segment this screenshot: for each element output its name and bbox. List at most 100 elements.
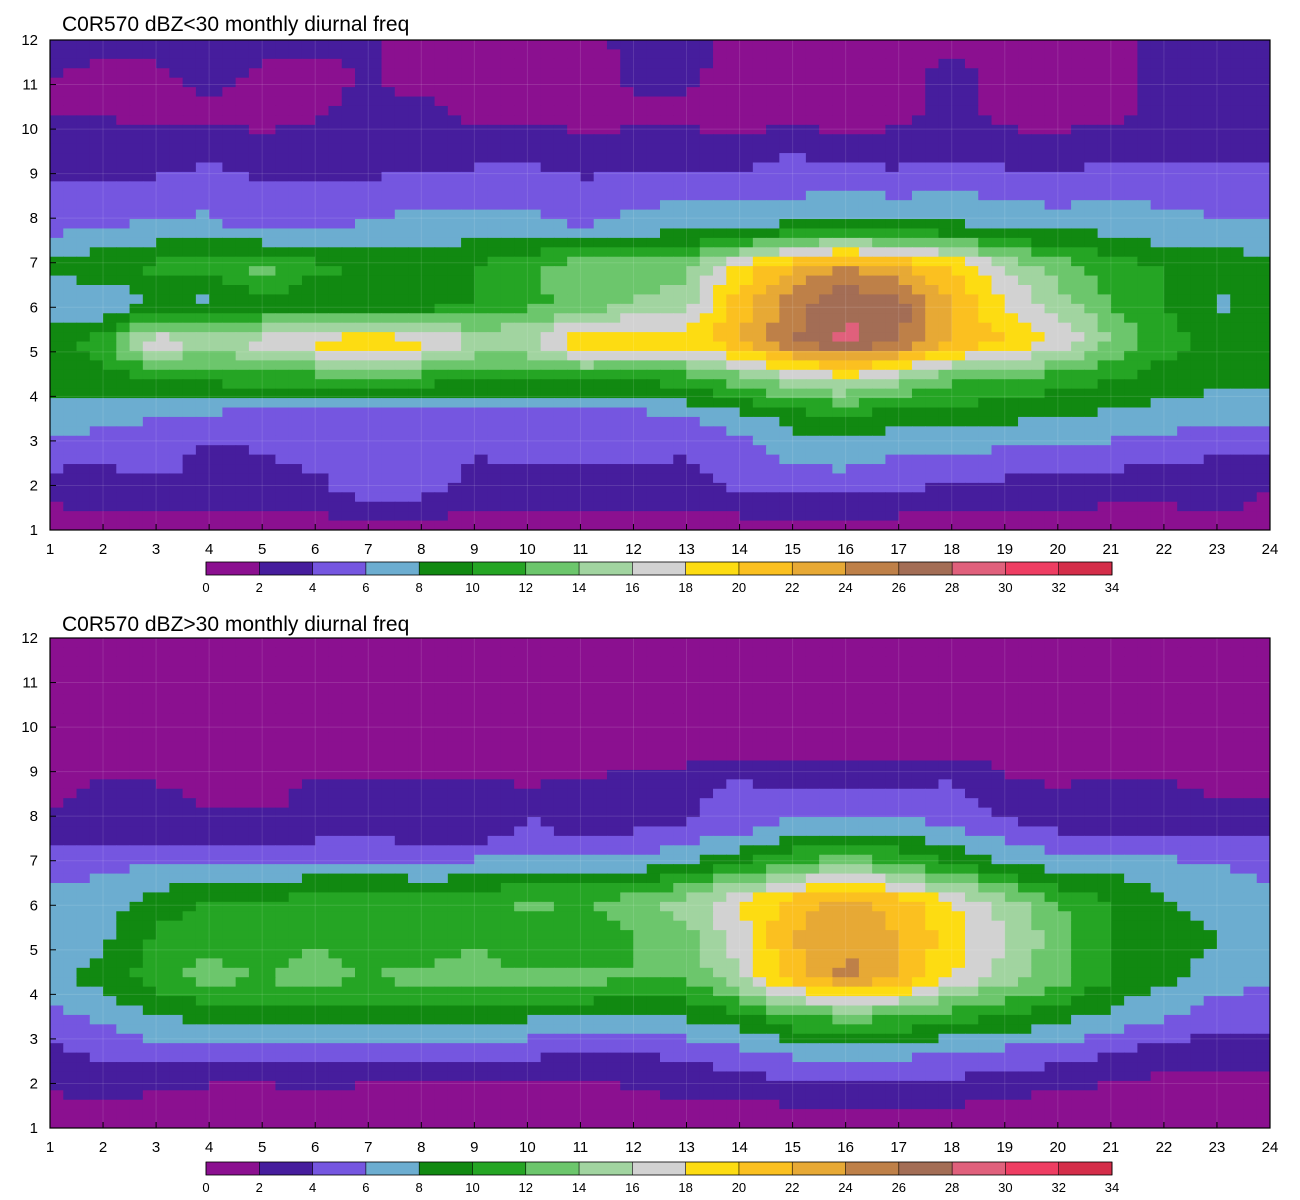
- colorbar-swatch: [1058, 1162, 1113, 1175]
- x-tick-label: 6: [311, 541, 319, 558]
- chart-title: C0R570 dBZ<30 monthly diurnal freq: [62, 13, 409, 36]
- x-tick-label: 6: [311, 1139, 319, 1156]
- y-tick-label: 2: [30, 1075, 38, 1092]
- x-tick-label: 8: [417, 1139, 425, 1156]
- colorbar-swatch: [579, 562, 633, 575]
- colorbar-tick-label: 24: [838, 580, 852, 595]
- x-axis: 1 2 3 4 5 6 7 8 9 10 11 12 13 14 15 16 17 18 19 20 21 22 23 24: [46, 524, 1279, 558]
- x-tick-label: 3: [152, 1139, 160, 1156]
- colorbar-swatch: [845, 1162, 900, 1175]
- colorbar-swatch: [312, 1162, 367, 1175]
- x-tick-label: 18: [943, 1139, 960, 1156]
- x-tick-label: 16: [837, 1139, 854, 1156]
- y-tick-label: 4: [30, 388, 38, 405]
- colorbar-swatch: [685, 562, 740, 575]
- x-tick-label: 10: [519, 1139, 536, 1156]
- y-tick-label: 9: [30, 764, 38, 781]
- colorbar-tick-label: 34: [1105, 580, 1119, 595]
- x-tick-label: 14: [731, 1139, 748, 1156]
- x-tick-label: 10: [519, 541, 536, 558]
- colorbar-tick-label: 26: [892, 580, 906, 595]
- colorbar-tick-label: 30: [998, 580, 1012, 595]
- x-tick-label: 21: [1103, 541, 1120, 558]
- x-tick-label: 4: [205, 541, 213, 558]
- colorbar-swatch: [312, 562, 367, 575]
- y-tick-label: 12: [21, 32, 38, 49]
- y-tick-label: 7: [30, 255, 38, 272]
- x-tick-label: 18: [943, 541, 960, 558]
- x-tick-label: 15: [784, 541, 801, 558]
- x-tick-label: 14: [731, 541, 748, 558]
- contour-field: [50, 638, 1270, 1128]
- colorbar-tick-label: 28: [945, 1180, 959, 1195]
- x-tick-label: 20: [1049, 1139, 1066, 1156]
- x-tick-label: 16: [837, 541, 854, 558]
- colorbar-tick-label: 4: [309, 580, 316, 595]
- y-tick-label: 5: [30, 344, 38, 361]
- y-tick-label: 5: [30, 942, 38, 959]
- colorbar-swatch: [579, 1162, 633, 1175]
- colorbar-tick-label: 30: [998, 1180, 1012, 1195]
- colorbar-swatch: [952, 1162, 1006, 1175]
- colorbar-swatch: [632, 562, 687, 575]
- x-tick-label: 2: [99, 541, 107, 558]
- x-tick-label: 9: [470, 1139, 478, 1156]
- y-tick-label: 7: [30, 853, 38, 870]
- x-tick-label: 12: [625, 541, 642, 558]
- plot-frame: [49, 39, 1271, 531]
- colorbar-tick-label: 20: [732, 580, 746, 595]
- colorbar-tick-label: 0: [202, 1180, 209, 1195]
- x-tick-label: 12: [625, 1139, 642, 1156]
- y-tick-label: 11: [22, 77, 38, 94]
- x-tick-label: 3: [152, 541, 160, 558]
- colorbar-tick-label: 32: [1051, 1180, 1065, 1195]
- x-tick-label: 22: [1156, 541, 1173, 558]
- colorbar-swatch: [898, 562, 953, 575]
- colorbar-swatch: [952, 562, 1006, 575]
- colorbar: 0 2 4 6 8 10 12 14 16 18 20 22 24 26 28 30 32 34: [202, 561, 1119, 595]
- colorbar-tick-label: 28: [945, 580, 959, 595]
- x-tick-label: 1: [46, 1139, 54, 1156]
- colorbar-tick-label: 22: [785, 580, 799, 595]
- x-tick-label: 17: [890, 1139, 907, 1156]
- colorbar-tick-label: 6: [362, 1180, 369, 1195]
- contour-field: [50, 40, 1270, 530]
- colorbar-tick-label: 4: [309, 1180, 316, 1195]
- x-tick-label: 19: [996, 1139, 1013, 1156]
- colorbar-swatch: [792, 1162, 846, 1175]
- colorbar-tick-label: 18: [678, 580, 692, 595]
- colorbar-swatch: [632, 1162, 687, 1175]
- y-tick-label: 8: [30, 808, 38, 825]
- x-tick-label: 5: [258, 541, 266, 558]
- colorbar-tick-label: 12: [519, 580, 533, 595]
- y-tick-label: 11: [22, 675, 38, 692]
- plot-frame: [49, 637, 1271, 1129]
- colorbar-tick-label: 12: [519, 1180, 533, 1195]
- y-tick-label: 8: [30, 210, 38, 227]
- colorbar: 0 2 4 6 8 10 12 14 16 18 20 22 24 26 28 30 32 34: [202, 1161, 1119, 1195]
- x-tick-label: 23: [1209, 1139, 1226, 1156]
- colorbar-tick-label: 18: [678, 1180, 692, 1195]
- x-tick-label: 2: [99, 1139, 107, 1156]
- x-tick-label: 24: [1262, 541, 1279, 558]
- x-tick-label: 24: [1262, 1139, 1279, 1156]
- y-tick-label: 10: [21, 121, 38, 138]
- x-tick-label: 19: [996, 541, 1013, 558]
- y-tick-label: 12: [21, 630, 38, 647]
- colorbar-swatch: [365, 1162, 420, 1175]
- colorbar-swatch: [792, 562, 846, 575]
- colorbar-swatch: [525, 1162, 580, 1175]
- grid-lines: [49, 39, 1271, 531]
- colorbar-swatch: [419, 562, 473, 575]
- x-tick-label: 7: [364, 541, 372, 558]
- x-tick-label: 9: [470, 541, 478, 558]
- colorbar-tick-label: 14: [572, 580, 586, 595]
- y-tick-label: 6: [30, 897, 38, 914]
- x-tick-label: 13: [678, 1139, 695, 1156]
- x-tick-label: 11: [573, 1139, 589, 1156]
- y-tick-label: 1: [30, 1120, 38, 1137]
